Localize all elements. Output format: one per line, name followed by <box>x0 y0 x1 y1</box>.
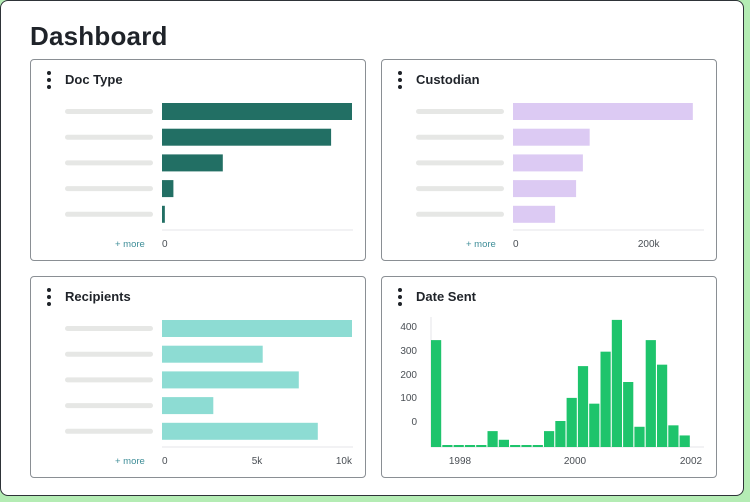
panel-menu-icon[interactable] <box>395 71 405 89</box>
bar <box>162 154 223 172</box>
bar <box>162 180 174 198</box>
category-label-placeholder <box>416 109 504 114</box>
category-label-placeholder <box>65 403 153 409</box>
category-label-placeholder <box>416 211 504 217</box>
category-label-placeholder <box>416 134 504 140</box>
recipients-chart: + more 0 5k 10k <box>65 320 353 467</box>
panel-title: Doc Type <box>65 72 123 87</box>
bar <box>162 128 332 146</box>
histogram-bar <box>510 445 521 447</box>
category-label-placeholder <box>65 351 153 357</box>
histogram-bar <box>431 340 442 447</box>
bar <box>513 128 590 146</box>
panel-menu-icon[interactable] <box>44 288 54 306</box>
category-label-placeholder <box>65 186 153 192</box>
bar <box>513 180 577 198</box>
x-tick-label: 5k <box>252 456 264 467</box>
histogram-bar <box>657 364 668 447</box>
more-link[interactable]: + more <box>115 456 145 467</box>
bar <box>162 320 352 337</box>
histogram-bar <box>544 431 555 447</box>
bar <box>513 205 556 223</box>
panel-menu-icon[interactable] <box>395 288 405 306</box>
histogram-bar <box>589 403 600 447</box>
x-tick-label: 0 <box>162 239 168 250</box>
doc-type-chart: + more 0 <box>65 103 353 250</box>
histogram-bar <box>498 439 509 447</box>
histogram-bar <box>487 431 498 447</box>
category-label-placeholder <box>65 134 153 140</box>
histogram-bar <box>566 397 577 447</box>
category-label-placeholder <box>65 109 153 114</box>
bar <box>162 345 263 363</box>
category-label-placeholder <box>65 160 153 166</box>
category-label-placeholder <box>416 186 504 192</box>
y-tick-label: 0 <box>411 417 417 428</box>
histogram-bar <box>634 426 645 447</box>
bar <box>513 103 693 120</box>
x-tick-label: 2000 <box>564 456 587 467</box>
histogram-bar <box>679 435 690 447</box>
bar <box>162 422 318 440</box>
more-link[interactable]: + more <box>466 239 496 250</box>
histogram-bar <box>442 445 453 447</box>
x-tick-label: 0 <box>162 456 168 467</box>
y-tick-label: 100 <box>400 393 417 404</box>
custodian-panel: Custodian + more 0 200k <box>381 59 717 261</box>
histogram-bar <box>668 425 679 447</box>
category-label-placeholder <box>416 160 504 166</box>
y-tick-label: 200 <box>400 370 417 381</box>
histogram-bar <box>600 351 611 447</box>
histogram-bar <box>577 366 589 447</box>
date-sent-chart: 400 300 200 100 0 1998 2000 2002 <box>400 317 704 467</box>
bar <box>513 154 583 172</box>
histogram-bar <box>476 445 487 447</box>
x-tick-label: 0 <box>513 239 519 250</box>
panel-title: Custodian <box>416 72 480 87</box>
x-tick-label: 2002 <box>680 456 703 467</box>
panel-title: Date Sent <box>416 289 476 304</box>
category-label-placeholder <box>65 211 153 217</box>
x-tick-label: 10k <box>336 456 353 467</box>
custodian-chart: + more 0 200k <box>416 103 704 250</box>
more-link[interactable]: + more <box>115 239 145 250</box>
histogram-bar <box>645 340 656 447</box>
bar <box>162 205 165 223</box>
histogram-bar <box>521 445 532 447</box>
recipients-panel: Recipients + more 0 5k 10k <box>30 276 366 478</box>
histogram-bar <box>453 445 464 447</box>
histogram-bar <box>623 382 634 447</box>
category-label-placeholder <box>65 428 153 434</box>
bar <box>162 103 352 120</box>
x-tick-label: 200k <box>638 239 661 250</box>
histogram-bar <box>464 445 476 447</box>
x-tick-label: 1998 <box>449 456 472 467</box>
category-label-placeholder <box>65 377 153 383</box>
doc-type-panel: Doc Type + more 0 <box>30 59 366 261</box>
histogram-bar <box>532 445 543 447</box>
y-tick-label: 300 <box>400 346 417 357</box>
page-title: Dashboard <box>30 21 168 51</box>
bar <box>162 397 214 415</box>
panel-title: Recipients <box>65 289 131 304</box>
y-tick-label: 400 <box>400 322 417 333</box>
category-label-placeholder <box>65 326 153 331</box>
bar <box>162 371 299 389</box>
panel-menu-icon[interactable] <box>44 71 54 89</box>
histogram-bar <box>611 319 622 447</box>
histogram-bar <box>555 421 566 447</box>
date-sent-panel: Date Sent 400 300 200 100 0 1998 2000 2002 <box>381 276 717 478</box>
